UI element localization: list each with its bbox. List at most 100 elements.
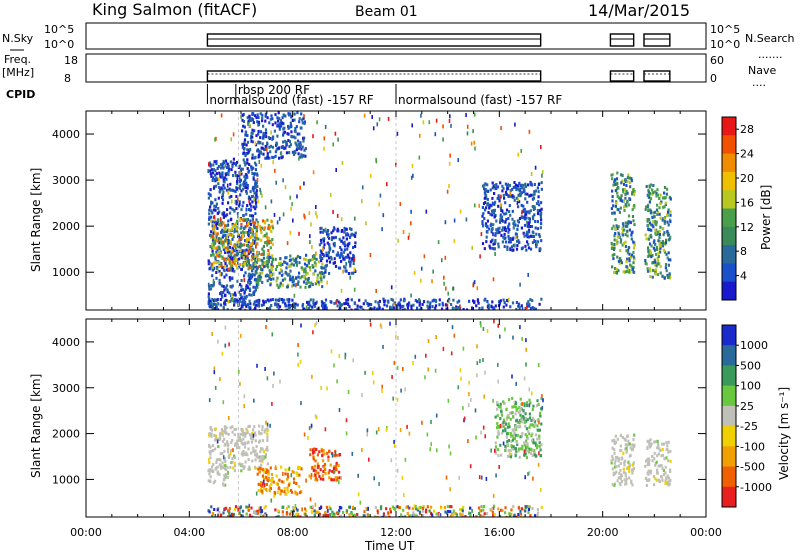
data-cell <box>500 215 503 219</box>
data-cell <box>358 298 361 302</box>
data-cell <box>512 445 515 449</box>
data-cell <box>481 184 485 188</box>
data-cell <box>491 300 494 304</box>
data-cell <box>631 190 634 194</box>
data-cell <box>503 245 506 249</box>
colorbar-swatch <box>722 153 736 173</box>
data-cell <box>493 202 496 206</box>
data-cell <box>207 196 210 200</box>
data-cell <box>208 510 211 514</box>
data-cell <box>254 439 257 443</box>
data-cell <box>209 299 212 303</box>
data-cell <box>502 400 505 404</box>
data-cell <box>626 443 629 447</box>
data-cell <box>527 471 529 476</box>
data-cell <box>460 376 462 381</box>
data-cell <box>211 265 214 269</box>
data-cell <box>319 230 322 234</box>
data-cell <box>510 512 513 516</box>
data-cell <box>511 209 514 213</box>
data-cell <box>257 120 261 124</box>
data-cell <box>210 428 213 432</box>
data-cell <box>268 489 271 493</box>
data-cell <box>341 160 344 165</box>
data-cell <box>249 246 252 250</box>
data-cell <box>457 158 459 163</box>
data-cell <box>250 168 253 172</box>
data-cell <box>494 415 497 419</box>
data-cell <box>211 249 214 253</box>
data-cell <box>615 224 618 228</box>
data-cell <box>533 190 536 194</box>
data-cell <box>613 243 616 246</box>
data-cell <box>276 283 279 287</box>
data-cell <box>246 441 249 445</box>
data-cell <box>249 214 252 218</box>
data-cell <box>540 145 542 149</box>
data-cell <box>629 221 632 225</box>
data-cell <box>337 300 340 304</box>
data-cell <box>442 137 444 142</box>
data-cell <box>647 203 650 207</box>
data-cell <box>445 475 448 480</box>
data-cell <box>333 241 336 245</box>
data-cell <box>347 255 350 259</box>
data-cell <box>240 279 243 282</box>
data-cell <box>533 213 536 217</box>
data-cell <box>250 222 253 226</box>
data-cell <box>328 469 331 473</box>
data-cell <box>475 435 477 440</box>
data-cell <box>257 281 260 286</box>
data-cell <box>535 446 538 450</box>
data-cell <box>319 254 322 258</box>
data-cell <box>242 218 245 222</box>
data-cell <box>431 305 434 309</box>
data-cell <box>448 184 450 189</box>
data-cell <box>275 474 278 478</box>
data-cell <box>276 220 279 225</box>
colorbar-tick-label: 20 <box>740 172 754 185</box>
data-cell <box>220 428 223 432</box>
data-cell <box>219 251 222 255</box>
data-cell <box>336 476 339 480</box>
data-cell <box>372 308 375 310</box>
data-cell <box>623 178 627 182</box>
power-ylabel: Slant Range [km] <box>29 168 43 272</box>
data-cell <box>656 446 659 450</box>
data-cell <box>289 254 292 258</box>
data-cell <box>361 448 363 452</box>
data-cell <box>242 112 245 116</box>
data-cell <box>240 243 243 247</box>
data-cell <box>490 448 492 453</box>
data-cell <box>242 200 245 204</box>
data-cell <box>343 248 346 252</box>
data-cell <box>528 505 531 509</box>
data-cell <box>258 278 261 282</box>
data-cell <box>621 188 625 192</box>
data-cell <box>631 447 635 451</box>
data-cell <box>230 449 233 452</box>
data-cell <box>525 456 528 460</box>
data-cell <box>345 418 348 423</box>
data-cell <box>648 200 651 204</box>
data-cell <box>238 186 241 190</box>
data-cell <box>333 301 336 305</box>
data-cell <box>227 268 229 272</box>
data-cell <box>525 212 528 216</box>
data-cell <box>258 508 261 512</box>
data-cell <box>506 454 510 458</box>
data-cell <box>250 131 253 135</box>
data-cell <box>422 509 425 513</box>
data-cell <box>261 491 264 495</box>
data-cell <box>267 236 270 240</box>
data-cell <box>262 124 265 128</box>
data-cell <box>246 167 249 171</box>
data-cell <box>225 506 228 510</box>
data-cell <box>332 236 335 240</box>
data-cell <box>625 482 628 486</box>
data-cell <box>217 245 220 249</box>
data-cell <box>538 235 541 239</box>
data-cell <box>482 508 485 512</box>
data-cell <box>380 505 383 509</box>
data-cell <box>208 161 211 165</box>
